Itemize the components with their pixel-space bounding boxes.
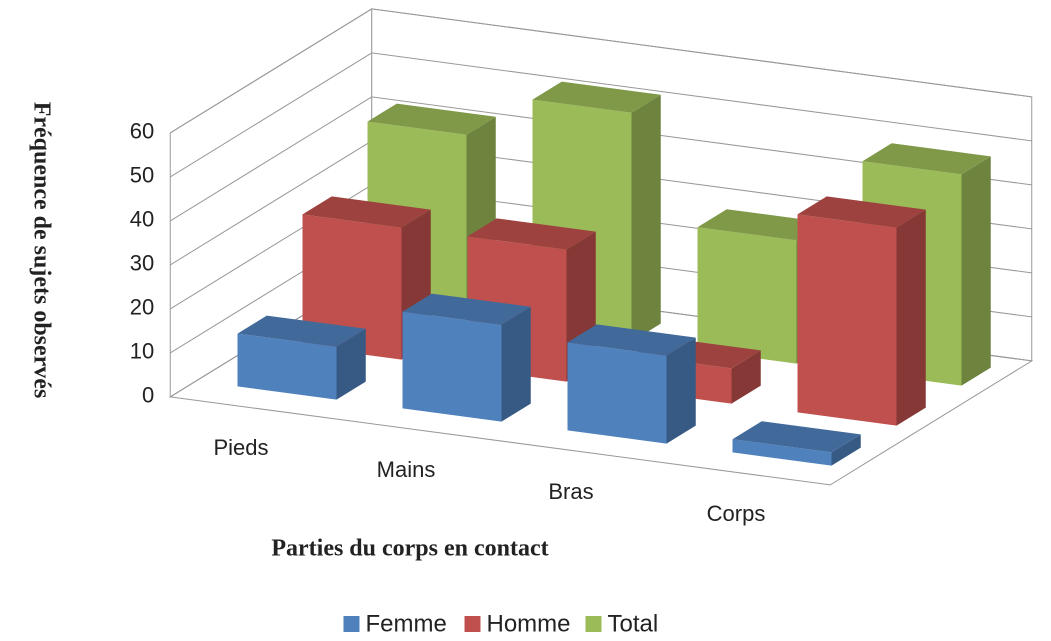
y-axis-title: Fréquence de sujets observés xyxy=(28,102,54,399)
y-tick-label: 30 xyxy=(130,251,154,276)
bar-top xyxy=(367,103,496,135)
bar-top xyxy=(797,196,926,228)
bar-top xyxy=(237,315,366,347)
bar-front xyxy=(732,439,832,466)
bar-front xyxy=(567,342,667,444)
x-tick-label: Mains xyxy=(377,457,436,482)
legend-label: Total xyxy=(608,610,659,637)
bar-side xyxy=(631,94,661,342)
bar-front xyxy=(302,214,402,360)
bar-top xyxy=(402,293,531,325)
bar-side xyxy=(731,350,761,404)
bar-front xyxy=(402,311,502,422)
y-tick-label: 40 xyxy=(130,207,154,232)
legend-swatch xyxy=(343,616,360,632)
y-tick-label: 20 xyxy=(130,295,154,320)
legend-swatch xyxy=(464,616,481,632)
bar-side xyxy=(666,337,696,444)
bar-side xyxy=(336,328,366,400)
bar-front xyxy=(237,333,337,400)
y-tick-label: 50 xyxy=(130,163,154,188)
bar xyxy=(567,324,696,444)
bar xyxy=(402,293,531,422)
grid-line xyxy=(169,52,1032,178)
bar-side xyxy=(831,434,861,466)
bar xyxy=(237,315,366,400)
bar-side xyxy=(501,306,531,422)
x-tick-label: Pieds xyxy=(213,435,268,460)
legend-swatch xyxy=(585,616,602,632)
y-tick-label: 0 xyxy=(142,383,154,408)
x-tick-label: Corps xyxy=(707,501,766,526)
y-tick-label: 60 xyxy=(130,119,154,144)
y-tick-label: 10 xyxy=(130,339,154,364)
bar-top xyxy=(862,143,991,175)
bar-top xyxy=(567,324,696,356)
bar-side xyxy=(896,209,926,426)
bar-top xyxy=(467,218,596,250)
x-tick-label: Bras xyxy=(548,479,593,504)
bar-top xyxy=(732,421,861,453)
grid-line xyxy=(169,96,1032,222)
bar-top xyxy=(302,196,431,228)
bar-front xyxy=(697,227,797,364)
x-axis-title: Parties du corps en contact xyxy=(271,536,548,562)
bar-side xyxy=(961,156,991,386)
bar xyxy=(732,421,861,466)
grid-line xyxy=(169,8,1032,134)
bar-top xyxy=(697,209,826,241)
legend-label: Homme xyxy=(487,610,571,637)
bar xyxy=(797,196,926,426)
bar-front xyxy=(797,214,897,426)
legend-label: Femme xyxy=(366,610,447,637)
bar-top xyxy=(532,81,661,113)
